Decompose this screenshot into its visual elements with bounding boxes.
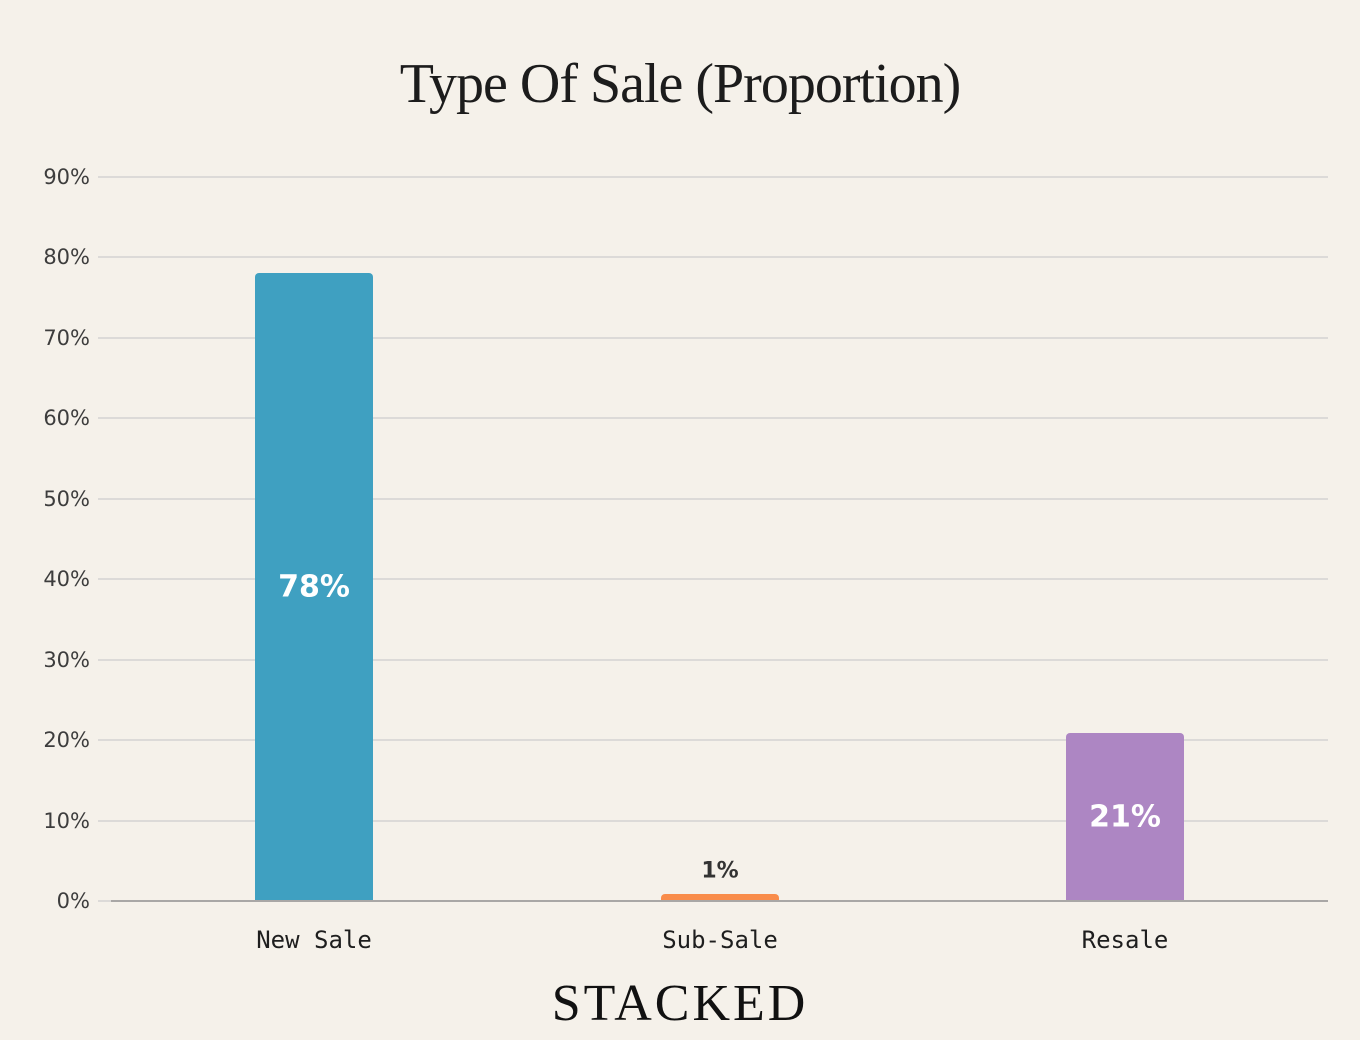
bar-value-label: 78% <box>278 569 350 605</box>
bar-resale <box>1066 733 1184 901</box>
bar-sub-sale <box>661 894 779 901</box>
gridline-10 <box>98 820 1328 822</box>
y-tick-label: 40% <box>43 567 90 591</box>
bar-new-sale <box>255 273 373 901</box>
bar-value-label: 1% <box>701 858 739 884</box>
y-tick-label: 10% <box>43 809 90 833</box>
x-tick-label: New Sale <box>256 926 372 954</box>
y-tick-label: 30% <box>43 648 90 672</box>
y-tick-label: 0% <box>56 889 90 913</box>
bar-value-label: 21% <box>1089 799 1161 835</box>
gridline-20 <box>98 739 1328 741</box>
y-tick-label: 50% <box>43 487 90 511</box>
x-axis-line <box>111 900 1328 902</box>
gridline-60 <box>98 417 1328 419</box>
gridline-70 <box>98 337 1328 339</box>
x-tick-label: Resale <box>1081 926 1169 954</box>
brand-logo: STACKED <box>551 975 809 1032</box>
gridline-30 <box>98 659 1328 661</box>
y-tick-label: 20% <box>43 728 90 752</box>
gridline-50 <box>98 498 1328 500</box>
x-tick-label: Sub-Sale <box>662 926 778 954</box>
gridline-80 <box>98 256 1328 258</box>
chart-title: Type Of Sale (Proportion) <box>399 53 962 115</box>
gridline-40 <box>98 578 1328 580</box>
y-tick-label: 80% <box>43 245 90 269</box>
y-tick-label: 70% <box>43 326 90 350</box>
y-tick-label: 60% <box>43 406 90 430</box>
y-tick-label: 90% <box>43 165 90 189</box>
gridline-90 <box>98 176 1328 178</box>
